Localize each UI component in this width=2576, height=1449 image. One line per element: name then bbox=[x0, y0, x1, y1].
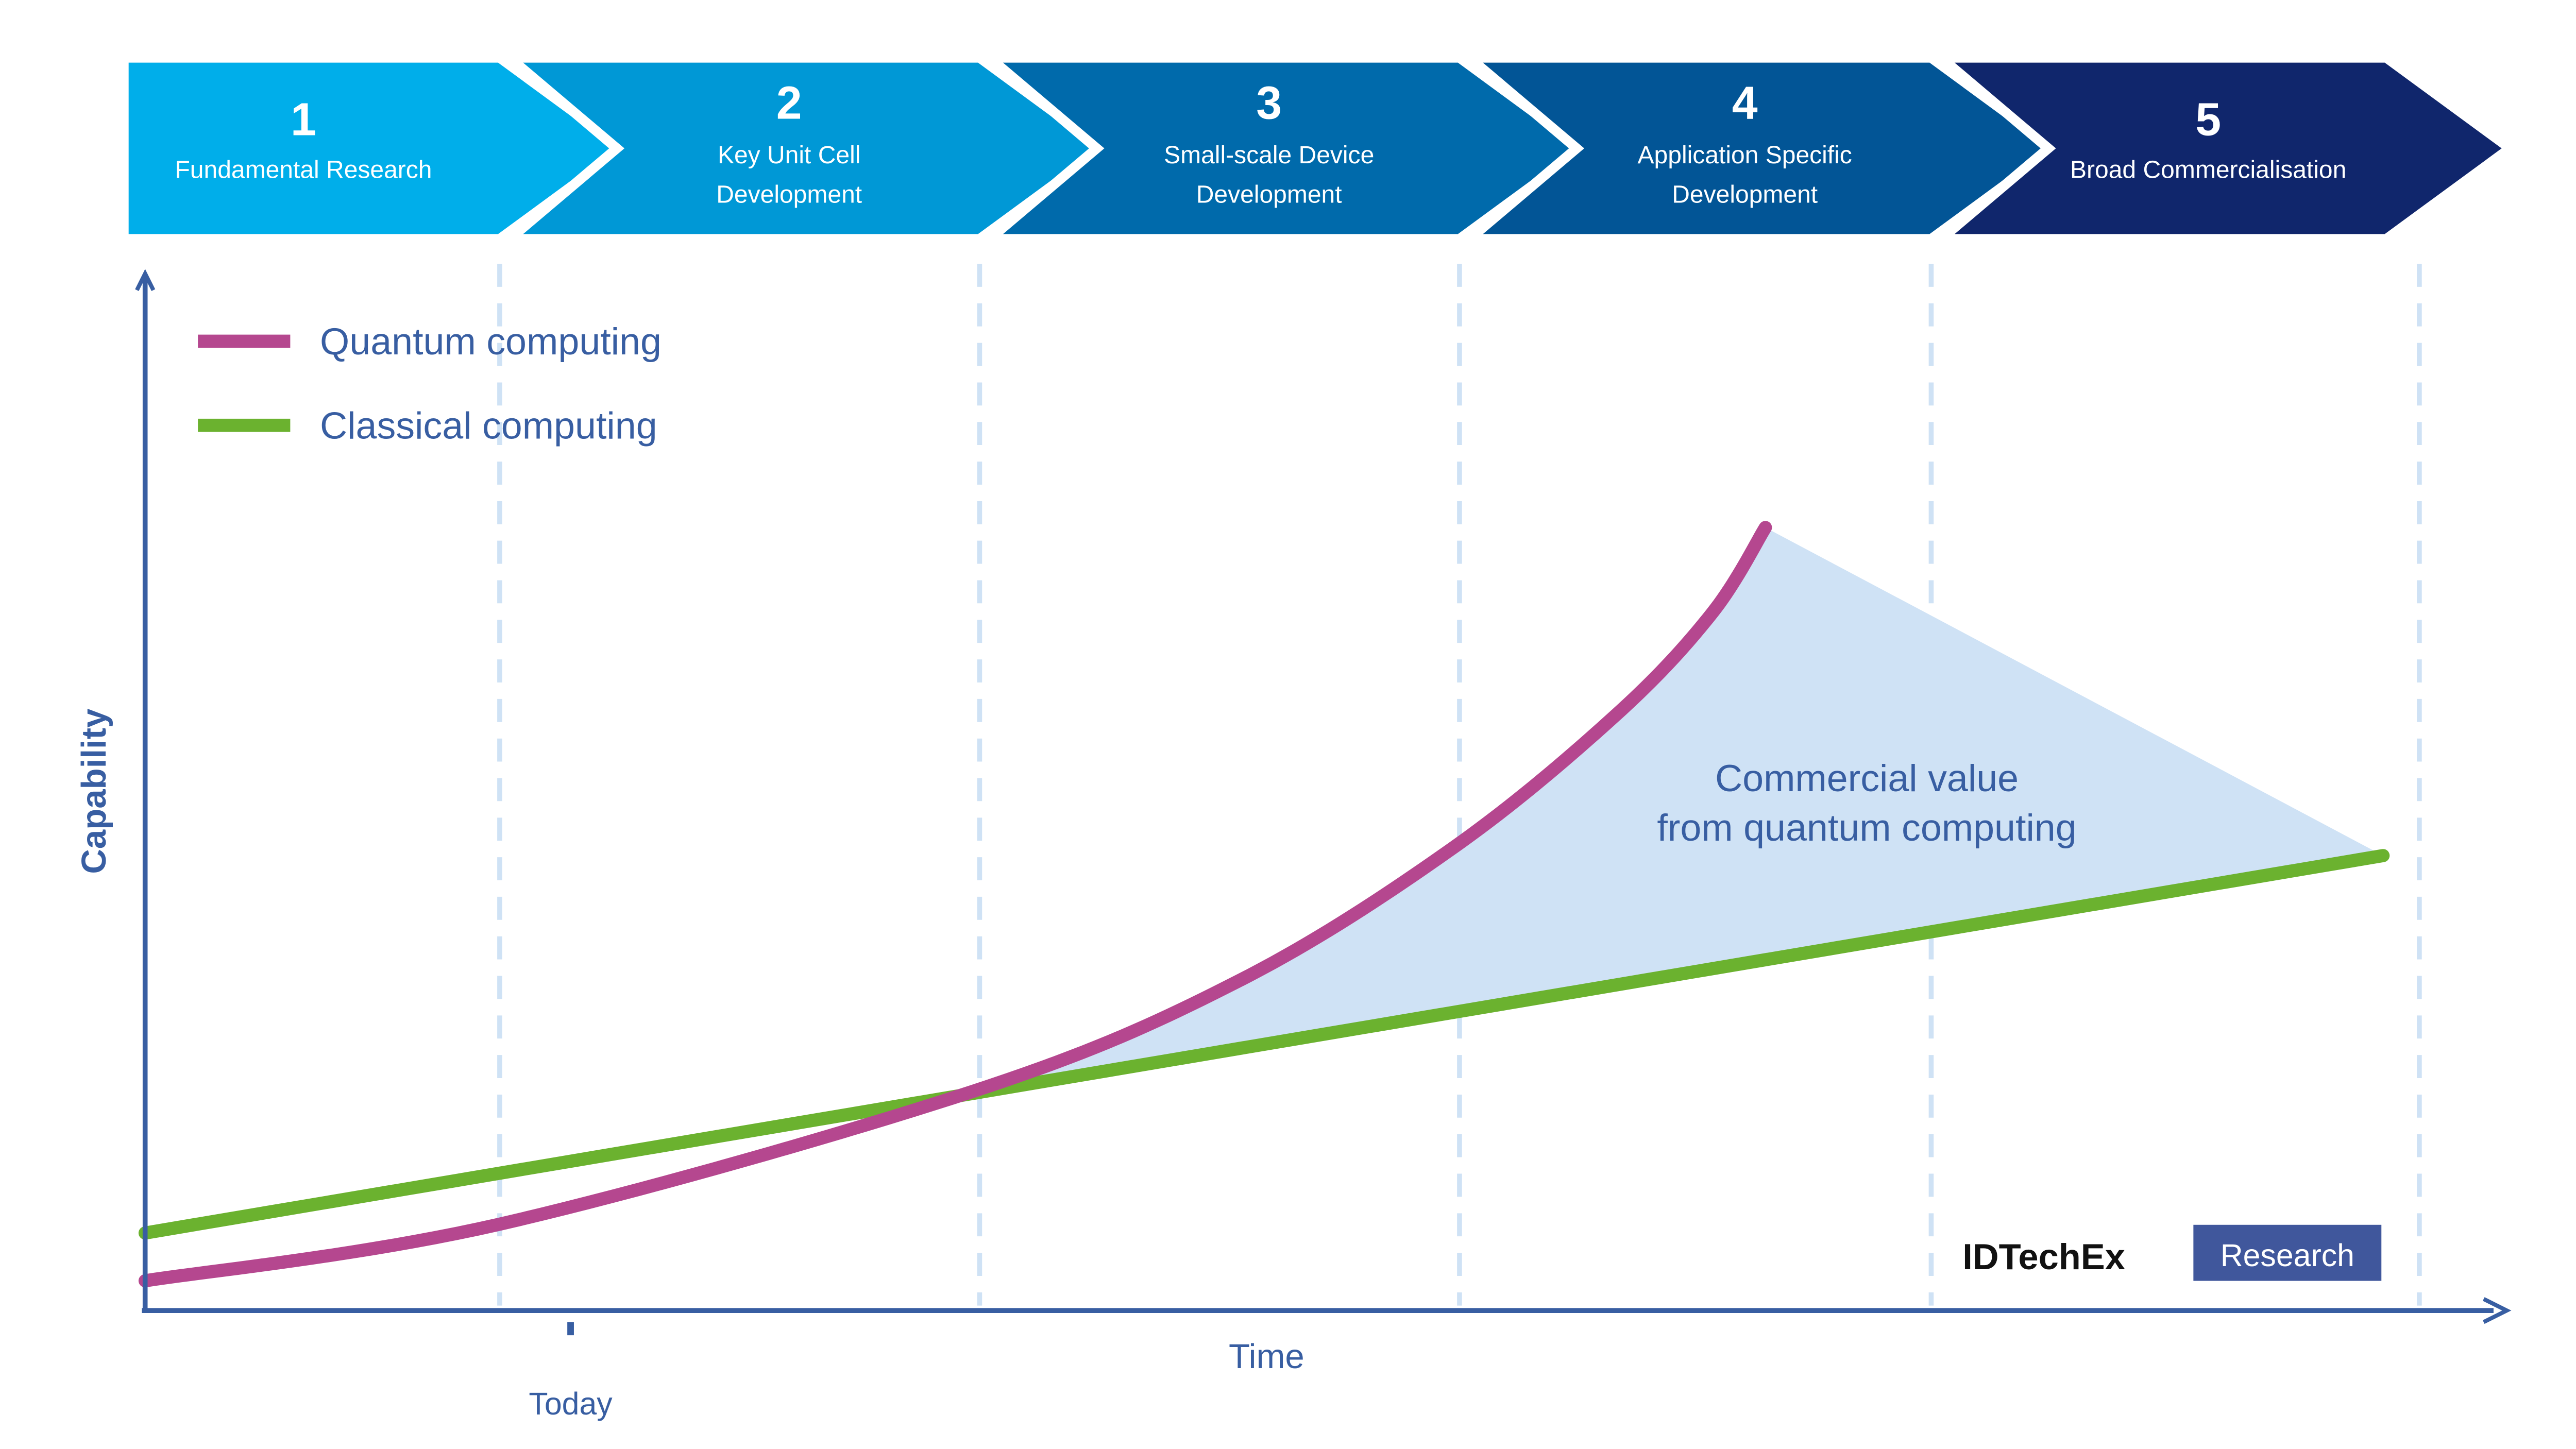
stage-label: Application Specific bbox=[1638, 142, 1852, 169]
watermark-tag: Research bbox=[2221, 1238, 2354, 1273]
stage-label: Development bbox=[1196, 181, 1342, 209]
stage-chevrons: 1 Fundamental Research 2 Key Unit Cell Devel… bbox=[118, 53, 2519, 244]
stage-chevron-5 bbox=[1927, 53, 2519, 244]
x-axis-label: Time bbox=[1229, 1337, 1304, 1376]
watermark-logo: IDTechEx Research bbox=[1962, 1224, 2382, 1281]
annotation-line-2: from quantum computing bbox=[1657, 806, 2076, 849]
x-axis-arrow-icon bbox=[2482, 1297, 2512, 1324]
stage-chevron-4 bbox=[1455, 53, 2063, 244]
y-axis-arrow-icon bbox=[135, 269, 156, 292]
watermark-tag-box bbox=[2193, 1224, 2382, 1281]
today-label: Today bbox=[529, 1386, 613, 1421]
stage-label: Small-scale Device bbox=[1164, 142, 1374, 169]
stage-label: Fundamental Research bbox=[175, 157, 432, 184]
stage-label: Key Unit Cell bbox=[718, 142, 860, 169]
stage-number: 4 bbox=[1732, 77, 1758, 128]
stage-number: 5 bbox=[2195, 93, 2221, 145]
legend-label-classical: Classical computing bbox=[320, 404, 657, 447]
stage-chevron-3 bbox=[976, 53, 1592, 244]
legend: Quantum computing Classical computing bbox=[198, 320, 662, 447]
stage-number: 3 bbox=[1256, 77, 1282, 128]
series-lines bbox=[138, 521, 2390, 1288]
stage-label: Development bbox=[1672, 181, 1818, 209]
stage-chevron-2 bbox=[496, 53, 1112, 244]
stage-label: Broad Commercialisation bbox=[2070, 157, 2346, 184]
series-line-quantum bbox=[138, 521, 1772, 1288]
watermark-brand: IDTechEx bbox=[1962, 1236, 2125, 1277]
commercial-value-annotation: Commercial value from quantum computing bbox=[1657, 757, 2076, 849]
legend-label-quantum: Quantum computing bbox=[320, 320, 662, 363]
annotation-line-1: Commercial value bbox=[1715, 757, 2019, 799]
stage-number: 1 bbox=[291, 93, 316, 145]
commercial-value-area bbox=[973, 527, 2383, 1094]
y-axis-label: Capability bbox=[75, 708, 113, 874]
series-line-classical bbox=[138, 849, 2390, 1240]
stage-label: Development bbox=[716, 181, 862, 209]
stage-number: 2 bbox=[776, 77, 802, 128]
